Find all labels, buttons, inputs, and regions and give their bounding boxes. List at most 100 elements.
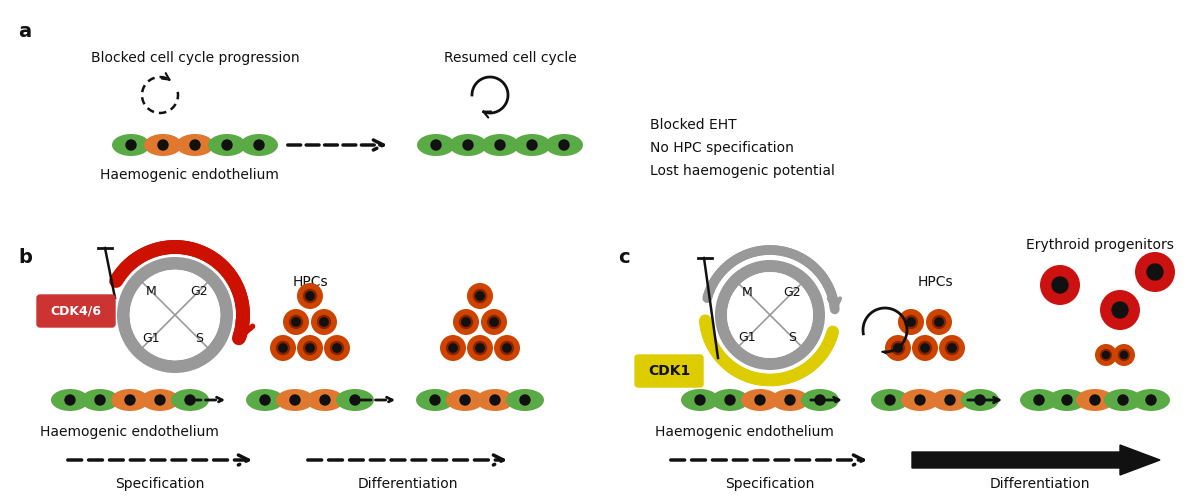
- Ellipse shape: [961, 389, 998, 411]
- Ellipse shape: [710, 389, 749, 411]
- Text: a: a: [18, 22, 31, 41]
- Circle shape: [1103, 352, 1110, 359]
- Ellipse shape: [112, 389, 149, 411]
- Circle shape: [490, 318, 498, 326]
- Text: S: S: [194, 332, 203, 345]
- Text: G1: G1: [143, 332, 160, 345]
- Circle shape: [926, 309, 952, 335]
- Circle shape: [785, 395, 796, 405]
- Text: Specification: Specification: [725, 477, 815, 491]
- Ellipse shape: [82, 389, 119, 411]
- Ellipse shape: [545, 134, 583, 156]
- Ellipse shape: [449, 134, 487, 156]
- Circle shape: [494, 335, 520, 361]
- Ellipse shape: [1020, 389, 1058, 411]
- Circle shape: [330, 341, 344, 355]
- Text: G2: G2: [784, 286, 802, 299]
- Circle shape: [278, 344, 287, 352]
- Text: No HPC specification: No HPC specification: [650, 141, 794, 155]
- Circle shape: [311, 309, 337, 335]
- Text: S: S: [788, 331, 797, 344]
- Circle shape: [496, 140, 505, 150]
- Circle shape: [125, 395, 134, 405]
- Circle shape: [302, 289, 317, 303]
- Ellipse shape: [476, 389, 514, 411]
- Ellipse shape: [142, 389, 179, 411]
- Ellipse shape: [50, 389, 89, 411]
- Circle shape: [440, 335, 466, 361]
- Ellipse shape: [931, 389, 970, 411]
- Ellipse shape: [144, 134, 182, 156]
- Circle shape: [935, 318, 943, 326]
- Circle shape: [276, 341, 290, 355]
- Ellipse shape: [240, 134, 278, 156]
- Circle shape: [755, 395, 766, 405]
- FancyArrow shape: [912, 445, 1160, 475]
- Text: HPCs: HPCs: [917, 275, 953, 289]
- Circle shape: [907, 318, 916, 326]
- Circle shape: [463, 140, 473, 150]
- Circle shape: [473, 341, 487, 355]
- Wedge shape: [118, 257, 233, 373]
- Text: Haemogenic endothelium: Haemogenic endothelium: [40, 425, 218, 439]
- Circle shape: [1096, 344, 1117, 366]
- Circle shape: [1135, 252, 1175, 292]
- Circle shape: [886, 395, 895, 405]
- Text: Haemogenic endothelium: Haemogenic endothelium: [100, 168, 278, 182]
- Circle shape: [462, 318, 470, 326]
- Circle shape: [503, 344, 511, 352]
- Ellipse shape: [901, 389, 940, 411]
- FancyBboxPatch shape: [37, 295, 115, 327]
- Circle shape: [1052, 277, 1068, 293]
- Circle shape: [920, 344, 929, 352]
- Circle shape: [289, 315, 304, 329]
- Circle shape: [290, 395, 300, 405]
- Circle shape: [222, 140, 232, 150]
- Circle shape: [695, 395, 706, 405]
- Circle shape: [1114, 344, 1135, 366]
- Circle shape: [1118, 395, 1128, 405]
- Circle shape: [946, 395, 955, 405]
- Text: Erythroid progenitors: Erythroid progenitors: [1026, 238, 1174, 252]
- Circle shape: [350, 395, 360, 405]
- Ellipse shape: [871, 389, 910, 411]
- Ellipse shape: [481, 134, 520, 156]
- Circle shape: [1147, 264, 1163, 280]
- Circle shape: [283, 309, 310, 335]
- Ellipse shape: [772, 389, 809, 411]
- Circle shape: [944, 341, 959, 355]
- Circle shape: [1100, 349, 1112, 361]
- Circle shape: [1100, 290, 1140, 330]
- Circle shape: [715, 260, 826, 370]
- Ellipse shape: [336, 389, 374, 411]
- Ellipse shape: [506, 389, 544, 411]
- Circle shape: [527, 140, 538, 150]
- Text: c: c: [618, 248, 630, 267]
- Circle shape: [467, 283, 493, 309]
- Circle shape: [317, 315, 331, 329]
- Text: Resumed cell cycle: Resumed cell cycle: [444, 51, 576, 65]
- Circle shape: [473, 289, 487, 303]
- Circle shape: [298, 283, 323, 309]
- Text: HPCs: HPCs: [292, 275, 328, 289]
- Circle shape: [1040, 265, 1080, 305]
- Circle shape: [306, 292, 314, 300]
- Ellipse shape: [682, 389, 719, 411]
- Circle shape: [65, 395, 74, 405]
- Circle shape: [974, 395, 985, 405]
- Circle shape: [185, 395, 194, 405]
- Ellipse shape: [514, 134, 551, 156]
- Circle shape: [130, 270, 221, 360]
- Ellipse shape: [306, 389, 344, 411]
- Circle shape: [320, 318, 328, 326]
- Circle shape: [904, 315, 918, 329]
- Circle shape: [306, 344, 314, 352]
- Circle shape: [260, 395, 270, 405]
- Circle shape: [155, 395, 166, 405]
- Circle shape: [940, 335, 965, 361]
- Circle shape: [1034, 395, 1044, 405]
- Text: CDK4/6: CDK4/6: [50, 305, 102, 317]
- Ellipse shape: [246, 389, 284, 411]
- Circle shape: [948, 344, 956, 352]
- Ellipse shape: [1076, 389, 1114, 411]
